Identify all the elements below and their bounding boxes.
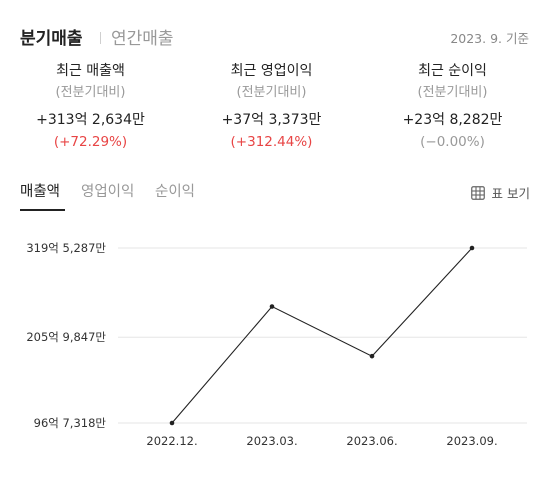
data-point[interactable]: [469, 245, 475, 251]
metric-title: 최근 영업이익: [230, 63, 313, 79]
x-tick-label: 2023.03.: [246, 434, 297, 448]
metric-net-income: 최근 순이익 (전분기대비) +23억 8,282만 (−0.00%): [362, 62, 543, 151]
x-axis-labels: 2022.12. 2023.03. 2023.06. 2023.09.: [146, 434, 497, 448]
revenue-line-chart: 319억 5,287만 205억 9,847만 96억 7,318만 2022.12…: [26, 241, 527, 448]
metric-subtitle: (전분기대비): [417, 85, 488, 100]
y-axis-labels: 319억 5,287만 205억 9,847만 96억 7,318만: [26, 241, 106, 430]
metric-title: 최근 순이익: [418, 63, 487, 79]
table-view-button[interactable]: 표 보기: [470, 183, 530, 202]
x-tick-label: 2023.06.: [346, 434, 397, 448]
metric-subtitle: (전분기대비): [236, 85, 307, 100]
header: 분기매출 연간매출 2023. 9. 기준: [20, 24, 529, 50]
active-tab-indicator: [20, 209, 65, 211]
gridlines: [118, 247, 527, 424]
x-tick-label: 2023.09.: [446, 434, 497, 448]
subtab-net-income[interactable]: 순이익: [155, 184, 196, 200]
data-point[interactable]: [169, 420, 175, 426]
metrics-summary: 최근 매출액 (전분기대비) +313억 2,634만 (+72.29%) 최근…: [0, 62, 543, 157]
metric-operating-profit: 최근 영업이익 (전분기대비) +37억 3,373만 (+312.44%): [181, 62, 362, 151]
reference-date: 2023. 9. 기준: [450, 31, 529, 46]
metric-subtitle: (전분기대비): [55, 85, 126, 100]
tab-annual-revenue[interactable]: 연간매출: [111, 29, 174, 49]
y-tick-label: 205억 9,847만: [26, 330, 106, 344]
data-point[interactable]: [269, 304, 275, 309]
tab-quarterly-revenue[interactable]: 분기매출: [20, 29, 83, 49]
metric-revenue: 최근 매출액 (전분기대비) +313억 2,634만 (+72.29%): [0, 62, 181, 151]
tab-divider: [100, 32, 101, 44]
metric-value: +23억 8,282만: [402, 112, 503, 128]
metric-title: 최근 매출액: [56, 63, 125, 79]
data-points: [169, 245, 475, 426]
metric-value: +37억 3,373만: [221, 112, 322, 128]
grid-icon: [470, 185, 485, 200]
metric-change: (−0.00%): [420, 134, 485, 150]
metric-change: (+72.29%): [53, 134, 128, 150]
y-tick-label: 96억 7,318만: [34, 416, 107, 430]
metric-value: +313억 2,634만: [36, 112, 145, 128]
metric-change: (+312.44%): [230, 134, 313, 150]
table-view-label: 표 보기: [491, 186, 530, 201]
data-point[interactable]: [369, 353, 375, 359]
subtab-revenue[interactable]: 매출액: [20, 184, 61, 200]
subtab-operating-profit[interactable]: 영업이익: [81, 184, 135, 200]
x-tick-label: 2022.12.: [146, 434, 197, 448]
y-tick-label: 319억 5,287만: [26, 241, 106, 255]
chart-subtabs: 매출액 영업이익 순이익 표 보기: [20, 180, 530, 212]
series-line: [171, 247, 473, 424]
